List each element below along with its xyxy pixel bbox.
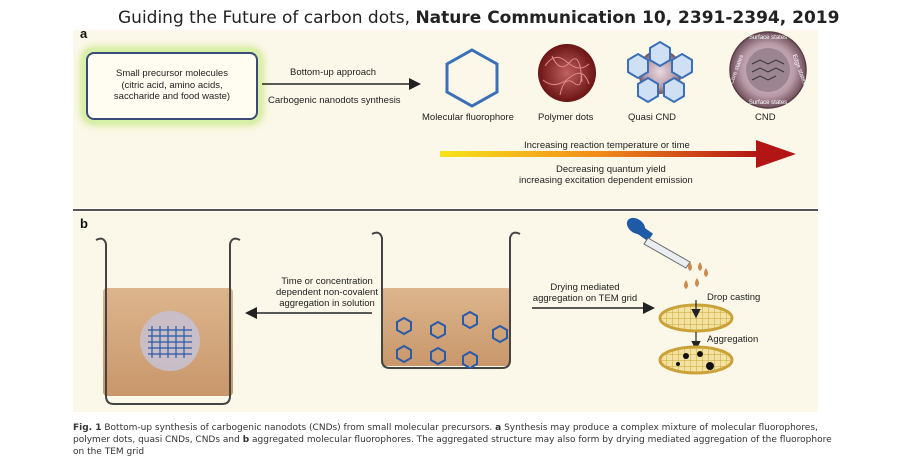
title-bold: Nature Communication 10, 2391-2394, 2019: [415, 8, 840, 28]
drop-casting-label: Drop casting: [707, 292, 761, 303]
left-beaker: [95, 237, 241, 405]
precursor-line: saccharide and food waste): [113, 91, 231, 102]
title-plain: Guiding the Future of carbon dots,: [118, 8, 411, 28]
caption-text: Synthesis may produce a complex mixture …: [73, 423, 818, 445]
droplet-icons: [684, 262, 708, 289]
cnd-ring-label: Surface states: [749, 100, 787, 106]
left-arrow-line: aggregation in solution: [279, 298, 375, 309]
arrow-label-top: Bottom-up approach: [290, 67, 377, 78]
right-arrow-line: aggregation on TEM grid: [532, 293, 638, 304]
gradient-arrow: [440, 140, 796, 168]
panel-b-label: b: [80, 216, 88, 231]
figure-caption: Fig. 1 Bottom-up synthesis of carbogenic…: [73, 422, 843, 458]
polymer-dot-icon: [538, 44, 596, 102]
tem-grid-bottom: [658, 345, 734, 375]
caption-text: aggregated molecular fluorophores. The a…: [73, 435, 832, 457]
caption-text: Bottom-up synthesis of carbogenic nanodo…: [101, 423, 496, 433]
arrow-label-bottom: Carbogenic nanodots synthesis: [268, 95, 401, 106]
gradient-label-bottom-2: increasing excitation dependent emission: [519, 175, 693, 186]
cnd-icon: Surface states Edge states Surface state…: [729, 31, 807, 109]
aggregation-label: Aggregation: [707, 334, 759, 345]
right-arrow-label: Drying mediated aggregation on TEM grid: [520, 282, 650, 304]
product-label-quasi-cnd: Quasi CND: [628, 112, 677, 123]
cnd-ring-label: Surface states: [749, 35, 787, 41]
left-arrow-line: dependent non-covalent: [276, 287, 378, 298]
right-arrow-line: Drying mediated: [550, 282, 620, 293]
quasi-cnd-icon: [627, 40, 693, 104]
pipette-icon: [626, 217, 691, 269]
gradient-label-bottom-1: Decreasing quantum yield: [556, 164, 666, 175]
product-label-cnd: CND: [755, 112, 776, 123]
precursor-box: Small precursor molecules (citric acid, …: [86, 52, 258, 120]
panel-divider: [73, 209, 818, 211]
page-title: Guiding the Future of carbon dots, Natur…: [118, 8, 839, 28]
left-arrow-line: Time or concentration: [281, 276, 373, 287]
product-label-molecular-fluorophore: Molecular fluorophore: [422, 112, 514, 123]
caption-fig: Fig. 1: [73, 423, 102, 433]
caption-a: a: [495, 423, 502, 433]
hexagon-icon: [445, 48, 499, 108]
middle-beaker: [371, 231, 521, 370]
product-label-polymer-dots: Polymer dots: [538, 112, 594, 123]
gradient-label-top: Increasing reaction temperature or time: [524, 140, 690, 151]
precursor-line: (citric acid, amino acids,: [121, 79, 223, 91]
caption-b: b: [242, 435, 250, 445]
left-arrow-label: Time or concentration dependent non-cova…: [262, 276, 392, 309]
panel-a-label: a: [80, 26, 88, 41]
precursor-line: Small precursor molecules: [116, 68, 228, 79]
